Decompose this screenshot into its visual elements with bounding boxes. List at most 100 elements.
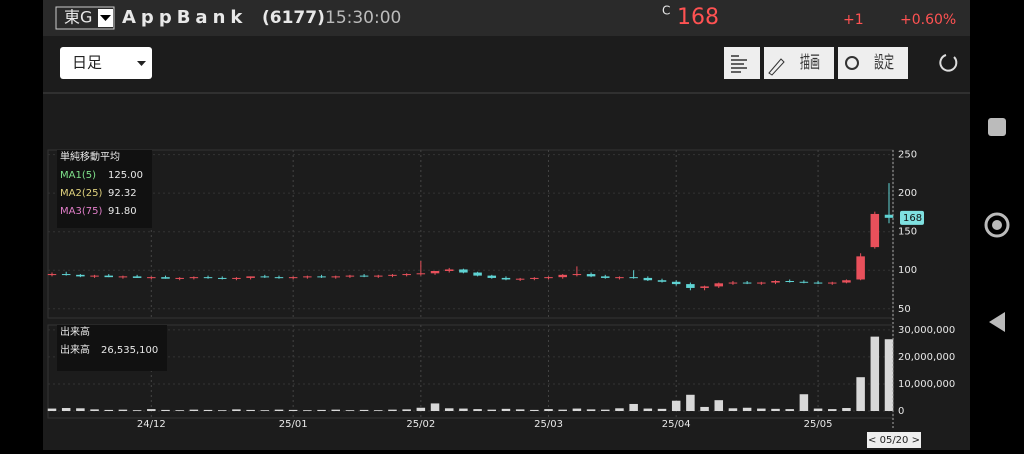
candle-body: [629, 277, 638, 279]
settings-button[interactable]: [838, 47, 908, 79]
volume-bar: [388, 409, 397, 411]
candle-body: [586, 274, 596, 277]
candle-body: [47, 274, 57, 276]
candle-body: [374, 275, 383, 277]
y-tick-label: 30,000,000: [898, 325, 955, 336]
volume-bar: [586, 409, 596, 411]
change: +1: [843, 12, 864, 28]
volume-bar: [345, 410, 355, 411]
volume-bar: [444, 408, 454, 411]
volume-bar: [501, 408, 511, 411]
stock-name: AppBank: [122, 7, 247, 28]
ma-legend-box: [57, 150, 152, 228]
volume-legend-label: 出来高: [60, 343, 90, 356]
volume-bar: [374, 410, 383, 411]
volume-bar: [317, 409, 326, 411]
volume-legend-title: 出来高: [60, 325, 90, 338]
candle-body: [686, 284, 695, 288]
x-tick-label: 25/01: [279, 419, 308, 430]
volume-bar: [288, 409, 298, 411]
candle-body: [785, 281, 794, 283]
volume-bar: [813, 408, 823, 411]
candle-body: [317, 276, 326, 278]
nav-back[interactable]: [989, 312, 1005, 332]
y-tick-label: 50: [898, 304, 911, 315]
price-tag-bg: [900, 210, 924, 225]
candle-body: [189, 277, 199, 279]
volume-bar: [515, 409, 525, 411]
candle-body: [742, 282, 752, 284]
volume-bar: [714, 400, 724, 411]
gear-icon: [845, 56, 859, 70]
refresh-icon[interactable]: [939, 54, 958, 72]
volume-bar: [728, 408, 738, 411]
period-select[interactable]: [60, 47, 152, 79]
market-select[interactable]: [55, 6, 115, 30]
volume-bar: [572, 408, 582, 411]
volume-bar: [217, 410, 227, 411]
candle-body: [232, 277, 241, 279]
candle-body: [714, 283, 724, 287]
volume-bar: [132, 410, 142, 411]
market: 東G: [64, 8, 92, 27]
candle-body: [515, 278, 525, 280]
volume-legend-box: [57, 325, 167, 371]
candle-body: [473, 272, 482, 276]
x-tick-label: 24/12: [137, 419, 166, 430]
volume-bar: [104, 409, 114, 411]
y-tick-label: 250: [898, 150, 917, 161]
candle-body: [842, 280, 851, 283]
y-tick-label: 20,000,000: [898, 352, 955, 363]
volume-bar: [161, 409, 170, 411]
volume-bar: [118, 409, 128, 411]
ma-value: 92.32: [108, 188, 137, 199]
candle-body: [416, 273, 426, 275]
candle-body: [700, 286, 709, 288]
nav-home[interactable]: [984, 212, 1010, 238]
candle-body: [118, 276, 128, 278]
candle-body: [388, 274, 397, 276]
volume-bar: [742, 407, 752, 411]
x-tick-label: 25/03: [534, 419, 563, 430]
volume-bar: [232, 409, 241, 411]
candle-body: [459, 269, 468, 273]
candle-body: [132, 276, 142, 278]
volume-bar: [657, 408, 667, 411]
nav-home-dot: [992, 220, 1002, 230]
ma-name: MA1(5): [60, 170, 96, 181]
nav-recent[interactable]: [988, 118, 1006, 136]
ma-value: 91.80: [108, 206, 137, 217]
volume-bar: [274, 409, 284, 411]
cursor-date: < 05/20 >: [868, 435, 920, 446]
volume-bar: [856, 377, 865, 411]
ma-legend: MA1(5) 125.00 MA2(25) 92.32 MA3(75) 91.80: [60, 170, 143, 217]
candle-body: [799, 281, 809, 283]
y-tick-label: 10,000,000: [898, 379, 955, 390]
candle-body: [657, 280, 667, 282]
volume-bar: [671, 400, 681, 411]
volume-bar: [189, 409, 199, 411]
candle-body: [728, 282, 738, 284]
candle-body: [303, 276, 312, 278]
volume-bar: [530, 409, 539, 411]
candle-body: [572, 274, 582, 276]
volume-bar: [331, 409, 340, 411]
candle-body: [76, 274, 85, 277]
volume-bar: [643, 408, 653, 411]
candle-body: [671, 281, 681, 285]
candle-body: [757, 282, 766, 284]
draw-button[interactable]: [764, 47, 834, 79]
candle-body: [771, 281, 780, 283]
indicator-button[interactable]: [724, 47, 760, 79]
candle-body: [444, 269, 454, 271]
candle-body: [61, 274, 71, 276]
candle-body: [501, 277, 511, 280]
volume-bar: [615, 408, 624, 411]
candle-body: [430, 270, 440, 274]
candle-body: [246, 276, 255, 278]
candle-body: [870, 213, 880, 248]
x-tick-label: 25/05: [804, 419, 833, 430]
candle-body: [487, 275, 497, 278]
volume-bar: [459, 408, 468, 411]
